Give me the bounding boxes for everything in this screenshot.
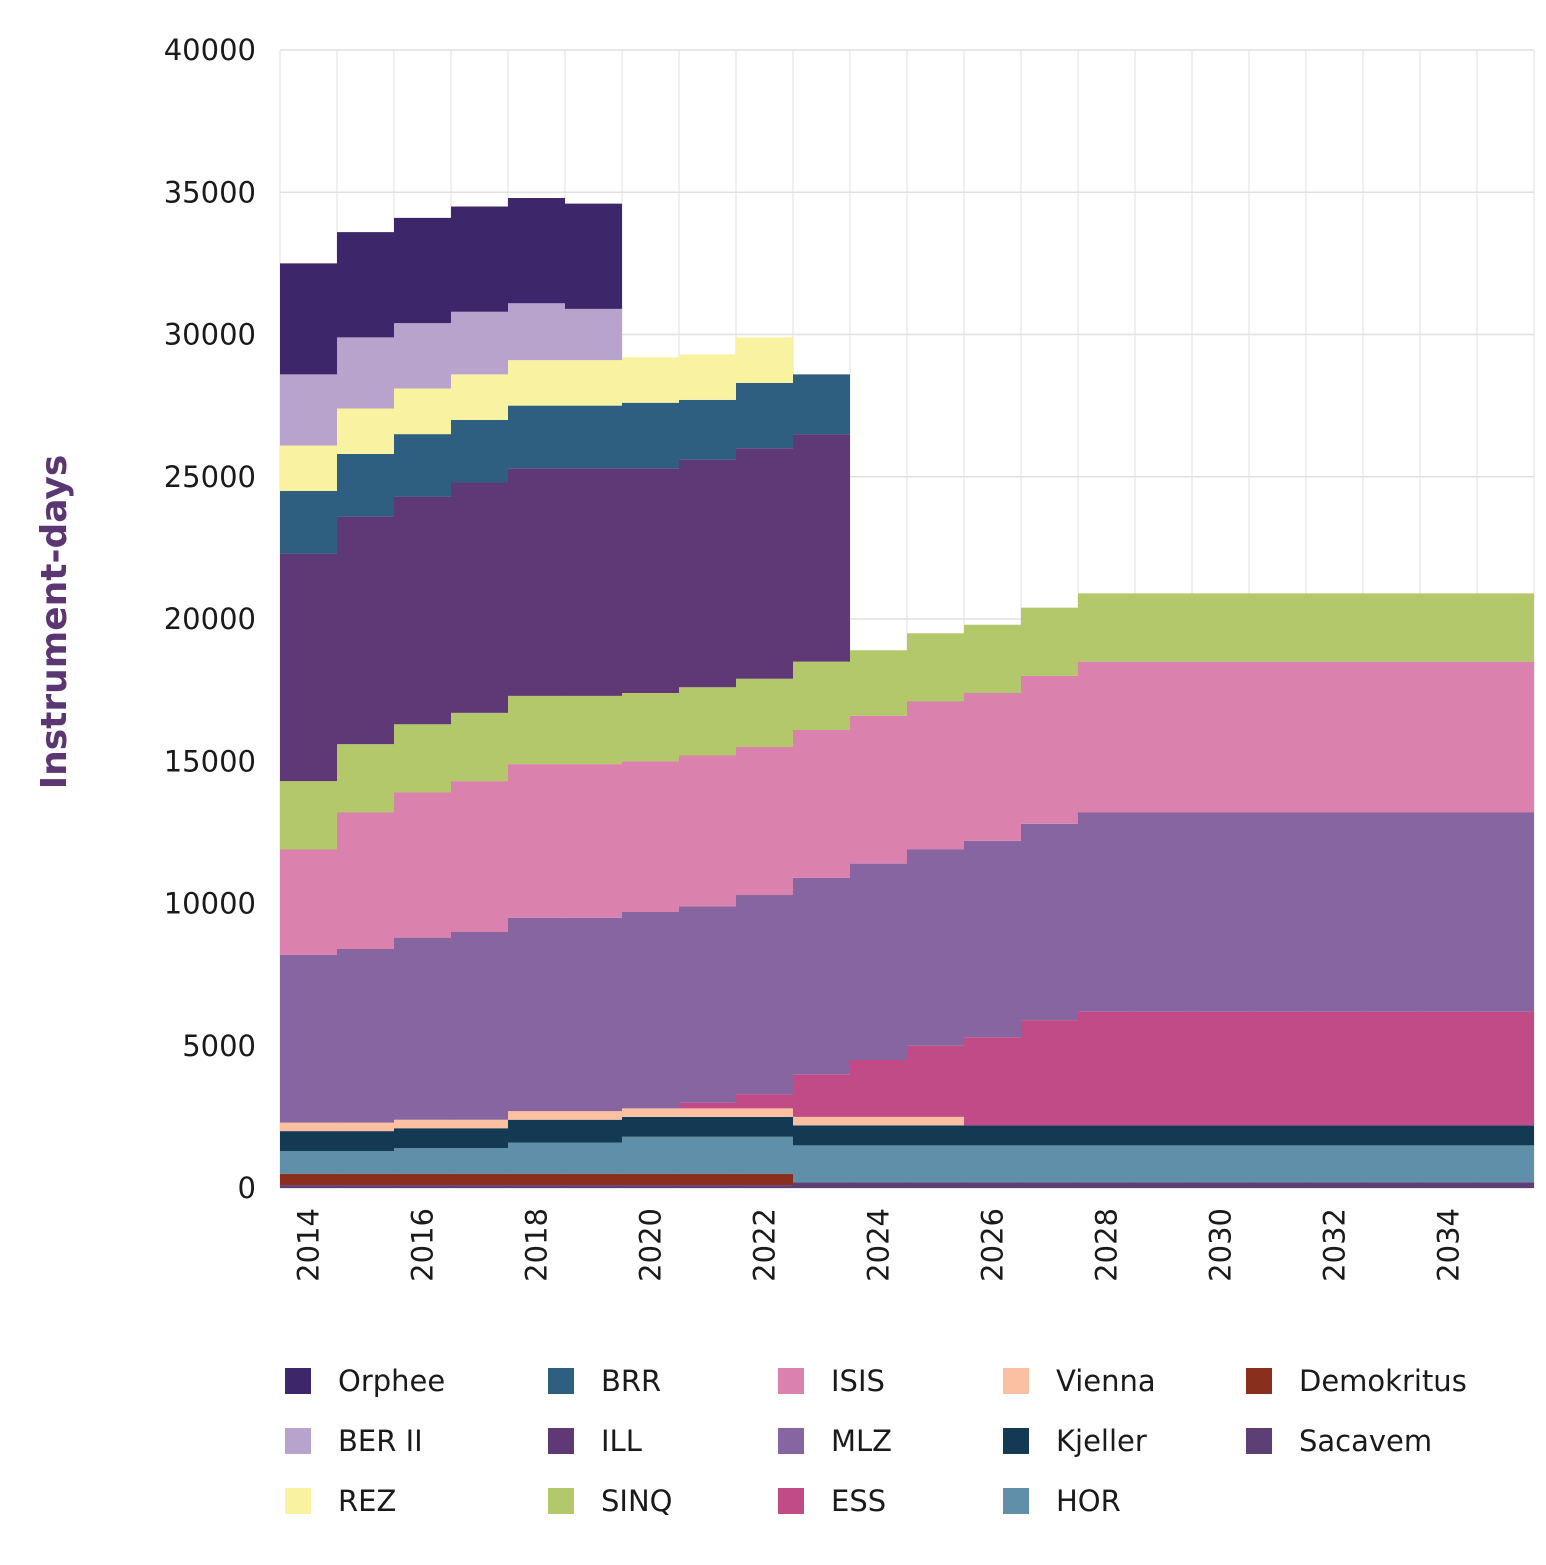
y-tick-label: 15000 [164, 744, 256, 778]
legend-item: BRR [548, 1364, 661, 1398]
legend-label: Orphee [338, 1364, 445, 1398]
legend-item: Sacavem [1246, 1424, 1432, 1458]
legend-label: Vienna [1056, 1364, 1156, 1398]
series-areas [280, 197, 1534, 1188]
x-tick-label: 2014 [292, 1208, 326, 1282]
y-tick-label: 5000 [182, 1029, 256, 1063]
legend-item: BER II [285, 1424, 423, 1458]
series-area-demokritus [280, 1173, 1534, 1186]
legend-label: ISIS [831, 1364, 885, 1398]
y-tick-label: 35000 [164, 175, 256, 209]
legend-item: MLZ [778, 1424, 892, 1458]
series-area-ill [280, 434, 1534, 782]
legend-item: Orphee [285, 1364, 445, 1398]
legend-item: SINQ [548, 1484, 672, 1518]
x-axis: 2014 2016 2018 2020 2022 2024 2026 2028 2030 2032… [292, 1208, 1466, 1282]
x-tick-label: 2020 [634, 1208, 668, 1282]
legend-label: ESS [831, 1484, 886, 1518]
legend-label: BRR [601, 1364, 661, 1398]
legend-swatch [778, 1428, 804, 1454]
legend-swatch [778, 1368, 804, 1394]
legend-swatch [548, 1428, 574, 1454]
legend-swatch [1003, 1368, 1029, 1394]
series-area-orphee [280, 197, 1534, 651]
y-axis-title: Instrument-days [34, 455, 75, 790]
legend-swatch [548, 1368, 574, 1394]
legend-item: ILL [548, 1424, 642, 1458]
legend-swatch [1003, 1488, 1029, 1514]
x-tick-label: 2026 [976, 1208, 1010, 1282]
x-tick-label: 2030 [1204, 1208, 1238, 1282]
x-tick-label: 2028 [1090, 1208, 1124, 1282]
y-tick-label: 30000 [164, 318, 256, 352]
series-area-hor [280, 1136, 1534, 1183]
legend-item: ESS [778, 1484, 886, 1518]
x-tick-label: 2032 [1318, 1208, 1352, 1282]
series-area-sacavem [280, 1182, 1534, 1188]
x-tick-label: 2034 [1432, 1208, 1466, 1282]
series-area-ber-ii [280, 303, 1534, 651]
legend-item: Vienna [1003, 1364, 1156, 1398]
x-tick-label: 2024 [862, 1208, 896, 1282]
series-area-isis [280, 661, 1534, 955]
legend-swatch [1003, 1428, 1029, 1454]
legend-label: Demokritus [1299, 1364, 1467, 1398]
y-tick-label: 0 [238, 1171, 256, 1205]
legend-item: Kjeller [1003, 1424, 1147, 1458]
legend-swatch [548, 1488, 574, 1514]
legend-label: BER II [338, 1424, 423, 1458]
legend-item: REZ [285, 1484, 396, 1518]
legend-label: MLZ [831, 1424, 892, 1458]
x-tick-label: 2022 [748, 1208, 782, 1282]
y-axis: 0 5000 10000 15000 20000 25000 30000 35000 40000 [164, 33, 256, 1205]
legend-label: HOR [1056, 1484, 1121, 1518]
y-tick-label: 20000 [164, 602, 256, 636]
legend-swatch [285, 1368, 311, 1394]
legend-swatch [778, 1488, 804, 1514]
legend-label: Kjeller [1056, 1424, 1147, 1458]
y-tick-label: 25000 [164, 460, 256, 494]
legend-item: HOR [1003, 1484, 1121, 1518]
legend-label: ILL [601, 1424, 642, 1458]
y-tick-label: 10000 [164, 887, 256, 921]
series-area-sinq [280, 593, 1534, 850]
legend: Orphee BRR ISIS Vienna Demokritus BER II ILL ML… [285, 1364, 1467, 1518]
legend-swatch [285, 1488, 311, 1514]
legend-item: Demokritus [1246, 1364, 1467, 1398]
y-tick-label: 40000 [164, 33, 256, 67]
legend-item: ISIS [778, 1364, 885, 1398]
legend-label: Sacavem [1299, 1424, 1432, 1458]
legend-label: REZ [338, 1484, 396, 1518]
x-tick-label: 2016 [406, 1208, 440, 1282]
series-area-vienna [280, 1108, 1534, 1132]
legend-swatch [285, 1428, 311, 1454]
legend-label: SINQ [601, 1484, 672, 1518]
series-area-brr [280, 374, 1534, 651]
series-area-ess [280, 1011, 1534, 1126]
legend-swatch [1246, 1368, 1272, 1394]
legend-swatch [1246, 1428, 1272, 1454]
series-area-mlz [280, 812, 1534, 1123]
x-tick-label: 2018 [520, 1208, 554, 1282]
